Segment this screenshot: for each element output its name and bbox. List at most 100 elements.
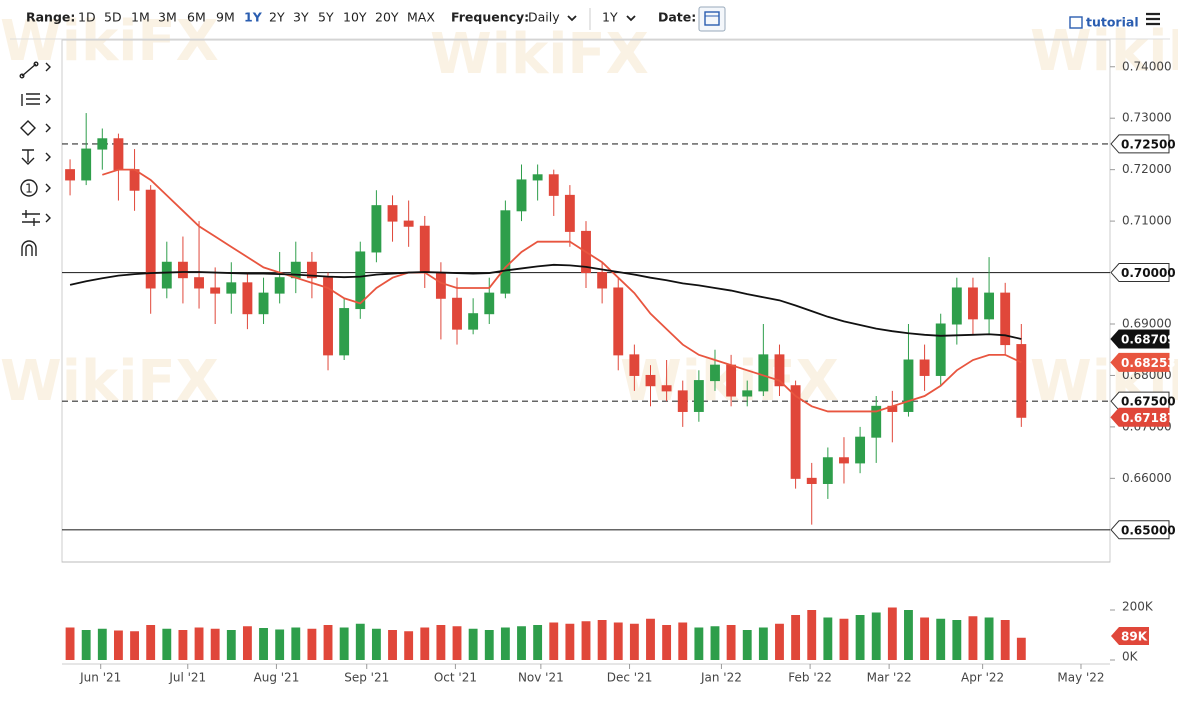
candle-body xyxy=(177,261,188,279)
range-button[interactable]: 10Y xyxy=(343,10,367,25)
level-label: 0.67500 xyxy=(1121,395,1176,409)
candle-body xyxy=(710,364,720,382)
candle-body xyxy=(355,251,366,310)
candle-body xyxy=(403,220,414,227)
volume-bar xyxy=(517,626,526,660)
x-tick-label: Jan '22 xyxy=(700,671,742,685)
volume-bar xyxy=(678,622,688,660)
annotation-tool-label: 1 xyxy=(25,182,33,196)
range-button[interactable]: 5D xyxy=(104,10,122,25)
candle-body xyxy=(452,297,462,330)
volume-bar xyxy=(242,626,252,660)
range-button[interactable]: 2Y xyxy=(269,10,285,25)
range-button[interactable]: 1M xyxy=(131,10,150,25)
magnet-tool[interactable] xyxy=(21,240,37,256)
range-button[interactable]: 1Y xyxy=(244,10,263,25)
volume-bar xyxy=(275,629,285,660)
candle-body xyxy=(65,169,75,181)
volume-bar xyxy=(871,612,881,660)
x-tick-label: Nov '21 xyxy=(518,671,564,685)
volume-bar xyxy=(807,610,817,660)
candle-body xyxy=(951,287,962,325)
volume-bar xyxy=(710,626,720,660)
shape-tool[interactable] xyxy=(20,120,36,136)
menu-button[interactable] xyxy=(1146,12,1160,26)
calendar-button[interactable] xyxy=(698,6,726,32)
volume-bar xyxy=(662,625,672,660)
candle-body xyxy=(597,272,608,289)
volume-bar xyxy=(307,628,317,660)
frequency-select[interactable]: Daily xyxy=(528,10,560,25)
y-tick-label: 0.69000 xyxy=(1122,316,1172,330)
volume-bar xyxy=(65,627,75,660)
candle-body xyxy=(661,385,672,392)
volume-bar xyxy=(823,617,833,660)
candle-body xyxy=(871,405,882,438)
y-tick-label: 0.72000 xyxy=(1122,162,1172,176)
volume-bar xyxy=(839,618,849,660)
candle-body xyxy=(758,354,769,392)
candle-body xyxy=(484,292,495,315)
level-label: 0.72500 xyxy=(1121,137,1176,151)
volume-bar xyxy=(629,623,639,660)
annotation-tool[interactable] xyxy=(20,179,38,197)
chevron xyxy=(567,15,577,22)
volume-bar xyxy=(436,625,446,660)
volume-bar xyxy=(984,617,994,660)
candle-body xyxy=(419,225,430,274)
candle-body xyxy=(968,287,978,320)
candle-body xyxy=(81,148,92,181)
candle-body xyxy=(677,390,688,412)
candle-body xyxy=(935,323,946,376)
candle-body xyxy=(984,292,995,320)
volume-label-box xyxy=(1111,627,1149,645)
candle-body xyxy=(500,210,511,294)
candle-body xyxy=(226,282,237,294)
x-tick-label: May '22 xyxy=(1057,671,1104,685)
candle-body xyxy=(726,364,737,397)
left-tools xyxy=(19,61,51,256)
volume-bar xyxy=(210,628,220,660)
watermark: WikiFX xyxy=(0,349,219,414)
moving-average xyxy=(69,263,1022,340)
volume-bar xyxy=(533,625,543,660)
volume-bar xyxy=(726,625,736,660)
volume-bar xyxy=(565,623,575,660)
fib-tool[interactable] xyxy=(21,93,40,106)
level-label: 0.70000 xyxy=(1121,266,1176,280)
volume-bar xyxy=(968,616,978,660)
range-button[interactable]: 6M xyxy=(187,10,206,25)
last-price-label-box xyxy=(1110,407,1170,427)
ma-label-box xyxy=(1110,352,1170,372)
line-tool[interactable] xyxy=(21,63,37,77)
range-button[interactable]: 20Y xyxy=(375,10,399,25)
volume-bar xyxy=(742,630,752,660)
candle-body xyxy=(274,277,285,294)
tutorial-icon xyxy=(1069,16,1083,29)
candle-body xyxy=(210,287,221,294)
candle-body xyxy=(145,189,156,289)
candle-body xyxy=(435,272,446,299)
range-button[interactable]: 9M xyxy=(216,10,235,25)
range-button[interactable]: MAX xyxy=(407,10,435,25)
period-select[interactable]: 1Y xyxy=(602,10,618,25)
volume-bar xyxy=(146,625,156,660)
y-tick-label: 0.71000 xyxy=(1122,214,1172,228)
arrow-tool[interactable] xyxy=(21,149,35,165)
line-tool xyxy=(33,61,39,67)
volume-bar xyxy=(81,630,91,660)
range-button[interactable]: 5Y xyxy=(318,10,334,25)
volume-bar xyxy=(178,630,188,660)
range-button[interactable]: 3Y xyxy=(293,10,309,25)
tutorial-link[interactable]: tutorial xyxy=(1086,15,1139,30)
volume-bar xyxy=(694,627,704,660)
last-price-label: 0.67187 xyxy=(1121,411,1176,425)
range-label: Range: xyxy=(26,10,75,25)
line-tool xyxy=(19,73,25,79)
candle-body xyxy=(629,354,640,376)
range-button[interactable]: 1D xyxy=(78,10,96,25)
range-button[interactable]: 3M xyxy=(158,10,177,25)
measure-tool[interactable] xyxy=(22,210,40,226)
tool-expand xyxy=(45,62,51,223)
